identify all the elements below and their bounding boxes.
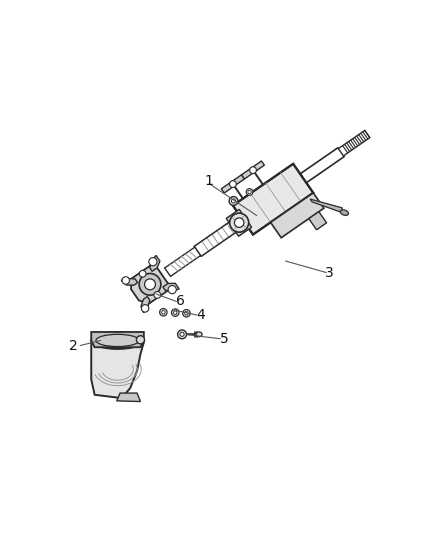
Polygon shape	[131, 263, 171, 304]
Polygon shape	[235, 222, 252, 236]
Polygon shape	[121, 279, 138, 285]
Circle shape	[234, 218, 244, 228]
Circle shape	[162, 311, 165, 314]
Text: 3: 3	[325, 265, 334, 280]
Circle shape	[136, 336, 145, 344]
Circle shape	[230, 213, 249, 232]
Circle shape	[122, 277, 130, 284]
Circle shape	[141, 305, 149, 312]
Polygon shape	[271, 193, 324, 238]
Circle shape	[248, 190, 251, 193]
Circle shape	[230, 181, 236, 188]
Polygon shape	[141, 296, 150, 313]
Polygon shape	[91, 332, 144, 347]
Circle shape	[178, 330, 187, 339]
Circle shape	[173, 311, 177, 314]
Polygon shape	[226, 209, 243, 224]
Text: 2: 2	[69, 338, 78, 352]
Polygon shape	[233, 164, 313, 235]
Circle shape	[154, 292, 161, 298]
Text: 1: 1	[205, 174, 214, 188]
Circle shape	[180, 332, 184, 336]
Text: 6: 6	[176, 294, 185, 309]
Polygon shape	[117, 393, 141, 401]
Circle shape	[139, 273, 161, 295]
Ellipse shape	[96, 334, 139, 346]
Circle shape	[168, 286, 176, 294]
Circle shape	[229, 197, 238, 205]
Circle shape	[159, 309, 167, 316]
Polygon shape	[221, 175, 244, 193]
Polygon shape	[310, 199, 342, 213]
Circle shape	[149, 257, 157, 266]
Circle shape	[183, 310, 190, 317]
Text: 4: 4	[196, 308, 205, 322]
Circle shape	[250, 167, 256, 174]
Circle shape	[145, 279, 155, 290]
Circle shape	[139, 270, 146, 277]
Circle shape	[246, 189, 253, 196]
Ellipse shape	[196, 332, 202, 337]
Polygon shape	[309, 212, 327, 230]
Polygon shape	[241, 161, 265, 179]
Ellipse shape	[91, 332, 144, 349]
Polygon shape	[91, 342, 144, 398]
Circle shape	[185, 312, 188, 315]
Text: 5: 5	[220, 332, 229, 346]
Circle shape	[231, 199, 236, 203]
Ellipse shape	[340, 210, 349, 215]
Circle shape	[172, 309, 179, 317]
Polygon shape	[150, 255, 160, 271]
Polygon shape	[163, 284, 179, 291]
